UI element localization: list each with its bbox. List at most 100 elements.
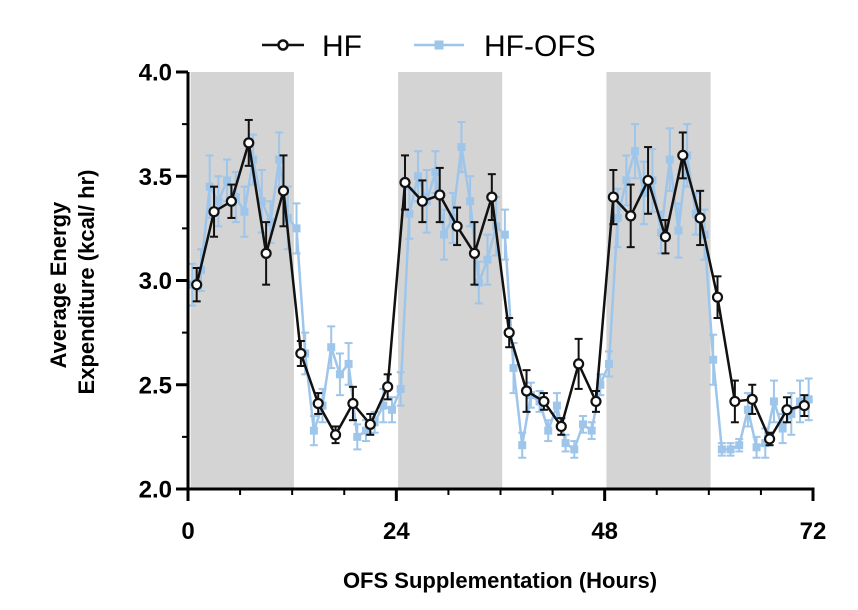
hf-ofs-point (596, 380, 605, 389)
hf-point (781, 404, 793, 416)
hf-ofs-point (804, 395, 813, 404)
hf-ofs-point (266, 218, 275, 227)
hf-ofs-point (657, 228, 666, 237)
hf-ofs-point (717, 445, 726, 454)
hf-point (607, 191, 619, 203)
hf-ofs-point (361, 426, 370, 435)
hf-point (746, 393, 758, 405)
hf-point (677, 149, 689, 161)
y-tick-label-3.0: 3.0 (139, 268, 172, 295)
dark-period-1 (190, 72, 294, 489)
y-axis-ticks: 2.0 2.5 3.0 3.5 4.0 (139, 60, 188, 504)
hf-point (225, 195, 238, 207)
hf-ofs-point (709, 355, 718, 364)
hf-ofs-point (761, 439, 770, 448)
legend-item-hf-ofs: HF-OFS (414, 30, 596, 63)
hf-ofs-point (691, 209, 700, 218)
hf-ofs-point (778, 424, 787, 433)
hf-ofs-point (544, 426, 553, 435)
hf-ofs-point (379, 401, 388, 410)
hf-ofs-point (344, 359, 353, 368)
hf-ofs-point (578, 420, 587, 429)
hf-line (195, 141, 805, 441)
hf-ofs-point (414, 172, 423, 181)
hf-ofs-point (735, 441, 744, 450)
hf-point (329, 429, 342, 441)
hf-point (694, 212, 706, 224)
hf-point (295, 347, 307, 360)
hf-ofs-point (587, 426, 596, 435)
hf-ofs-point (639, 188, 648, 197)
hf-point (763, 433, 776, 445)
hf-point (486, 191, 498, 203)
hf-ofs-point (787, 409, 796, 418)
legend-hf-marker (277, 39, 289, 51)
y-axis-title-line-2: Expenditure (kcal/ hr) (74, 170, 99, 395)
hf-ofs-point (292, 224, 301, 233)
y-tick-label-2.0: 2.0 (139, 477, 172, 504)
hf-point (347, 397, 359, 410)
y-axis-title-line-1: Average Energy (46, 201, 71, 368)
series-hf (191, 118, 810, 447)
hf-point (399, 176, 411, 189)
hf-ofs-point (474, 278, 483, 287)
hf-ofs-point (483, 255, 492, 264)
hf-ofs-point (665, 155, 674, 164)
legend-hf-ofs-label: HF-OFS (484, 30, 596, 63)
hf-ofs-point (405, 209, 414, 218)
hf-ofs-point (509, 364, 518, 373)
hf-ofs-point (631, 147, 640, 156)
x-axis-title: OFS Supplementation (Hours) (343, 568, 657, 593)
hf-point (382, 381, 394, 393)
hf-ofs-point (769, 397, 778, 406)
hf-ofs-point (500, 230, 509, 239)
hf-ofs-point (205, 182, 214, 191)
y-tick-label-3.5: 3.5 (139, 164, 172, 191)
hf-ofs-point (440, 230, 449, 239)
hf-ofs-point (353, 432, 362, 441)
hf-ofs-point (726, 445, 735, 454)
hf-ofs-point (283, 213, 292, 222)
hf-ofs-point (309, 426, 318, 435)
hf-ofs-point (396, 384, 405, 393)
x-axis-ticks: 0 24 48 72 (181, 489, 826, 545)
hf-point (503, 327, 515, 339)
hf-point (625, 210, 637, 222)
hf-ofs-point (214, 197, 223, 206)
hf-point (312, 397, 324, 410)
hf-ofs-point (752, 443, 761, 452)
hf-ofs-point (275, 155, 284, 164)
axes: 2.0 2.5 3.0 3.5 4.0 0 24 48 72 (139, 60, 827, 546)
hf-ofs-point (457, 143, 466, 152)
hf-ofs-point (526, 391, 535, 400)
hf-point (729, 395, 741, 408)
dark-period-3 (606, 72, 711, 489)
hf-ofs-point (552, 401, 561, 410)
hf-point (573, 358, 585, 370)
hf-point (364, 418, 376, 430)
hf-ofs-point (249, 155, 258, 164)
y-axis-title: Average Energy Expenditure (kcal/ hr) (46, 170, 99, 395)
hf-ofs-point (795, 397, 804, 406)
plot-area (188, 72, 813, 489)
y-tick-label-4.0: 4.0 (139, 60, 172, 87)
x-tick-label-72: 72 (800, 518, 827, 545)
hf-ofs-point (674, 226, 683, 235)
hf-ofs-point (518, 441, 527, 450)
hf-point (260, 247, 272, 259)
hf-point (208, 206, 220, 218)
x-tick-label-24: 24 (383, 518, 410, 545)
hf-ofs-point (613, 213, 622, 222)
x-tick-label-0: 0 (181, 518, 194, 545)
hf-point (520, 385, 533, 397)
legend-item-hf: HF (262, 30, 362, 63)
hf-point (468, 247, 481, 259)
hf-point (659, 231, 672, 243)
hf-point (416, 195, 428, 207)
hf-point (711, 291, 724, 303)
hf-ofs-point (561, 439, 570, 448)
hf-ofs-point (622, 176, 631, 185)
hf-ofs-point (231, 193, 240, 202)
hf-point (277, 185, 290, 197)
